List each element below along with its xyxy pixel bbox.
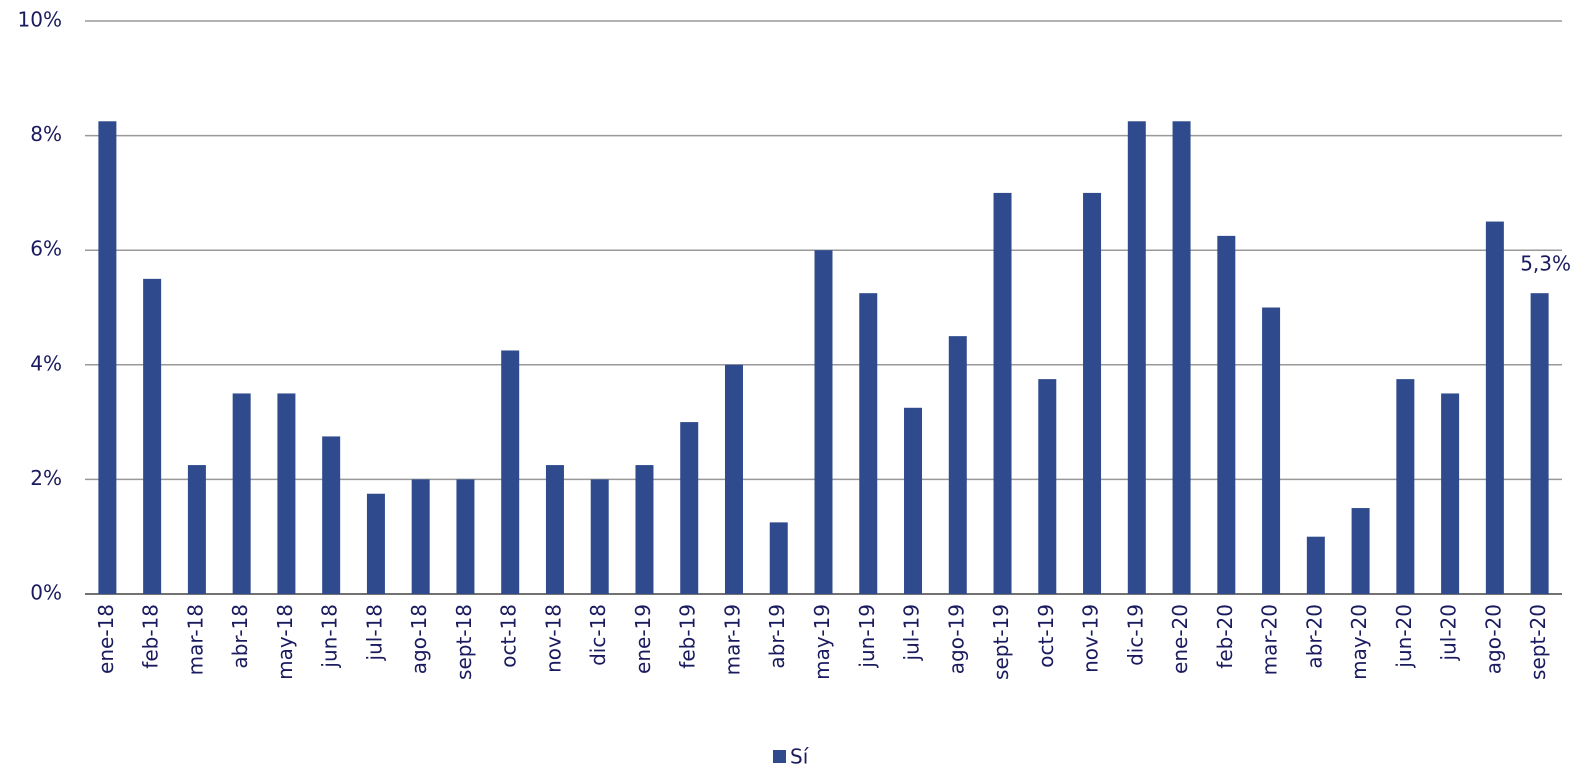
- bar: [948, 336, 967, 594]
- bar: [143, 278, 162, 594]
- bar: [232, 393, 251, 594]
- x-tick-label: ago-18: [407, 604, 431, 674]
- x-tick-label: abr-20: [1302, 604, 1326, 669]
- x-tick-label: sept-19: [989, 604, 1013, 680]
- bar: [1530, 293, 1549, 594]
- bar: [1127, 121, 1146, 595]
- x-tick-label: oct-19: [1034, 604, 1058, 668]
- x-tick-label: abr-19: [765, 604, 789, 669]
- bar: [98, 121, 117, 595]
- x-tick-label: jul-19: [900, 604, 924, 661]
- bar: [1485, 221, 1504, 595]
- x-tick-label: mar-19: [720, 604, 744, 675]
- bar: [277, 393, 296, 594]
- data-label: 5,3%: [1520, 252, 1571, 276]
- bar: [456, 479, 475, 594]
- x-tick-label: jul-20: [1437, 604, 1461, 661]
- legend-swatch: [773, 750, 786, 763]
- x-tick-label: oct-18: [497, 604, 521, 668]
- x-tick-label: dic-18: [586, 604, 610, 666]
- x-tick-label: mar-18: [183, 604, 207, 675]
- bar: [1351, 508, 1370, 594]
- x-tick-label: ago-19: [944, 604, 968, 674]
- x-tick-label: may-20: [1347, 604, 1371, 680]
- y-tick-label: 0%: [30, 581, 62, 605]
- x-tick-label: mar-20: [1258, 604, 1282, 675]
- bar: [1262, 307, 1281, 594]
- x-tick-label: feb-20: [1213, 604, 1237, 669]
- x-tick-label: sept-20: [1526, 604, 1550, 680]
- bar: [1441, 393, 1460, 594]
- bar: [411, 479, 430, 594]
- bar: [366, 493, 385, 594]
- bar: [1038, 379, 1057, 594]
- x-tick-label: nov-19: [1079, 604, 1103, 673]
- x-tick-label: may-18: [273, 604, 297, 680]
- y-tick-label: 4%: [30, 351, 62, 375]
- bar: [1396, 379, 1415, 594]
- x-tick-label: dic-19: [1123, 604, 1147, 666]
- x-tick-label: nov-18: [541, 604, 565, 673]
- y-tick-label: 6%: [30, 237, 62, 261]
- x-tick-label: jun-20: [1392, 604, 1416, 669]
- bar: [859, 293, 878, 594]
- x-tick-label: ene-19: [631, 604, 655, 674]
- bar: [1217, 235, 1236, 594]
- x-tick-label: ene-20: [1168, 604, 1192, 674]
- x-tick-label: feb-18: [139, 604, 163, 669]
- x-tick-label: ago-20: [1481, 604, 1505, 674]
- x-tick-label: sept-18: [452, 604, 476, 680]
- x-tick-label: may-19: [810, 604, 834, 680]
- y-tick-label: 10%: [18, 8, 62, 32]
- x-tick-label: feb-19: [676, 604, 700, 669]
- x-tick-label: jun-19: [855, 604, 879, 669]
- y-tick-label: 8%: [30, 122, 62, 146]
- bar: [1083, 192, 1102, 594]
- bar: [501, 350, 520, 594]
- bar: [545, 465, 564, 594]
- bar: [904, 407, 923, 594]
- x-tick-label: jul-18: [362, 604, 386, 661]
- bar: [322, 436, 341, 594]
- bar: [1172, 121, 1191, 595]
- bar: [1306, 536, 1325, 594]
- x-tick-label: ene-18: [94, 604, 118, 674]
- bar: [635, 465, 654, 594]
- y-tick-label: 2%: [30, 466, 62, 490]
- bar: [993, 192, 1012, 594]
- bar: [680, 422, 699, 594]
- bar: [590, 479, 609, 594]
- x-tick-label: jun-18: [318, 604, 342, 669]
- bar: [724, 364, 743, 594]
- bar: [814, 250, 833, 594]
- bar: [187, 465, 206, 594]
- legend-label: Sí: [790, 745, 810, 769]
- bar: [769, 522, 788, 594]
- x-tick-label: abr-18: [228, 604, 252, 669]
